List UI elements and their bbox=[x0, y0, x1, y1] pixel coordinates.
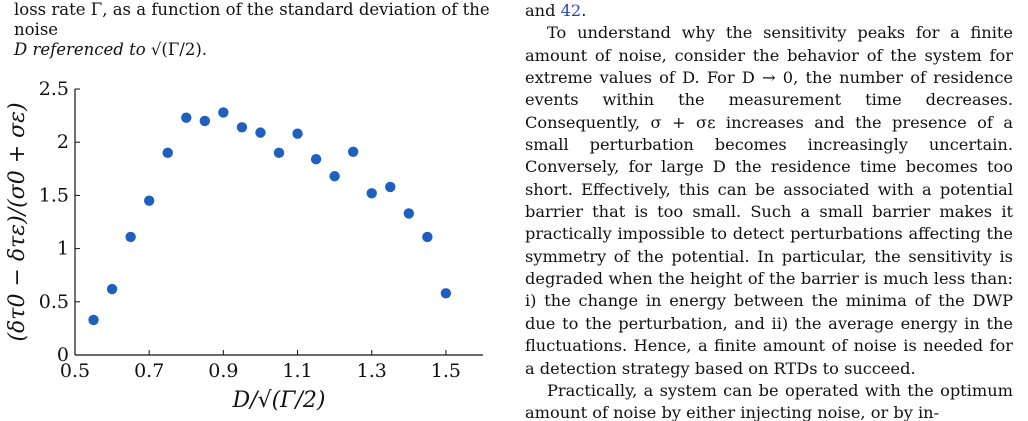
fragment-end: . bbox=[581, 1, 587, 20]
caption-line-1: loss rate Γ, as a function of the standa… bbox=[14, 0, 490, 39]
caption-line-2-prefix: D referenced to bbox=[14, 40, 151, 59]
paragraph-2: Practically, a system can be operated wi… bbox=[525, 380, 1013, 421]
x-tick-label: 1.5 bbox=[431, 360, 461, 382]
x-tick-label: 0.7 bbox=[134, 360, 164, 382]
data-point bbox=[273, 147, 285, 159]
x-tick-label: 1.3 bbox=[357, 360, 387, 382]
data-point bbox=[403, 208, 415, 219]
data-point bbox=[236, 122, 248, 133]
y-tick-label: 2 bbox=[57, 131, 69, 153]
paragraph-1: To understand why the sensitivity peaks … bbox=[525, 23, 1013, 378]
data-point bbox=[88, 314, 99, 326]
data-point bbox=[162, 147, 173, 159]
axes-frame bbox=[74, 89, 483, 356]
x-tick-label: 0.5 bbox=[60, 360, 90, 382]
data-point bbox=[181, 112, 192, 123]
y-ticks: 0 0.5 1 1.5 2 2.5 bbox=[39, 78, 80, 366]
caption-line-2-math: √(Γ/2). bbox=[150, 40, 208, 59]
data-point bbox=[125, 231, 136, 243]
x-tick-label: 0.9 bbox=[208, 360, 238, 382]
data-point bbox=[106, 283, 118, 295]
y-tick-label: 0 bbox=[57, 344, 69, 366]
data-point bbox=[310, 154, 322, 165]
data-point bbox=[292, 128, 303, 139]
data-point bbox=[218, 107, 229, 118]
data-point bbox=[385, 181, 396, 193]
body-text-column: and 42. To understand why the sensitivit… bbox=[525, 0, 1013, 421]
figure-caption: loss rate Γ, as a function of the standa… bbox=[14, 0, 514, 60]
citation-link[interactable]: 42 bbox=[560, 1, 582, 20]
data-point bbox=[440, 288, 452, 299]
scatter-figure: 0.5 0.7 0.9 1.1 1.3 1.5 0 0.5 1 1.5 2 2.5 D/√(Γ/2)… bbox=[0, 60, 520, 421]
caption-line-2: D referenced to √(Γ/2). bbox=[14, 40, 514, 60]
y-tick-label: 1.5 bbox=[39, 184, 69, 206]
data-point bbox=[143, 195, 155, 206]
y-tick-label: 2.5 bbox=[39, 78, 69, 100]
scatter-chart: 0.5 0.7 0.9 1.1 1.3 1.5 00.511.522.5 D/√(Γ/2)… bbox=[5, 78, 483, 413]
fragment-text: and bbox=[525, 1, 561, 20]
text-fragment: and 42. bbox=[525, 0, 1013, 22]
data-point bbox=[255, 127, 266, 138]
y-tick-label: 1 bbox=[57, 238, 69, 260]
data-point bbox=[366, 188, 377, 199]
y-tick-label: 0.5 bbox=[39, 291, 69, 313]
x-axis-label: D/√(Γ/2) bbox=[232, 388, 326, 413]
data-point bbox=[199, 115, 211, 127]
x-tick-label: 1.1 bbox=[282, 360, 312, 382]
data-point bbox=[422, 231, 433, 243]
data-points bbox=[88, 107, 452, 326]
y-axis-label: (δτ0 − δτε)/(σ0 + σε) bbox=[5, 102, 30, 341]
data-point bbox=[347, 146, 359, 157]
x-ticks: 0.5 0.7 0.9 1.1 1.3 1.5 bbox=[60, 350, 461, 382]
data-point bbox=[329, 171, 340, 182]
